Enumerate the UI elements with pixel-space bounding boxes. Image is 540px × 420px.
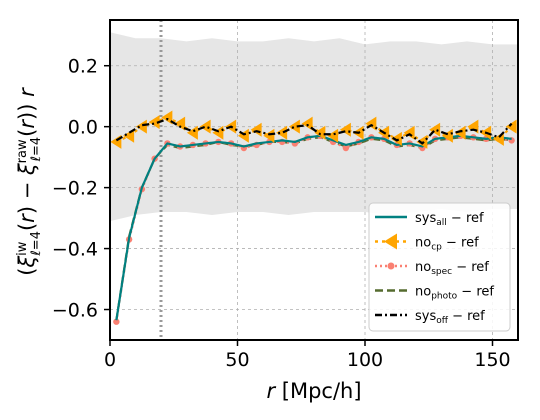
x-axis-label: r [Mpc/h]	[266, 379, 361, 403]
series-point	[250, 122, 262, 137]
series-point	[365, 116, 377, 131]
series-point	[441, 128, 453, 143]
y-tick-label: −0.2	[52, 178, 98, 200]
x-tick-label: 0	[104, 349, 116, 371]
legend-label: nocp − ref	[415, 236, 479, 253]
y-tick-label: −0.6	[52, 300, 98, 322]
legend-box	[368, 202, 511, 332]
y-axis-label: (ξiwℓ=4(r) − ξrawℓ=4(r)) r	[15, 87, 44, 276]
x-tick-label: 100	[347, 349, 383, 371]
legend-marker	[387, 262, 395, 270]
legend-label: sysoff − ref	[415, 309, 485, 326]
series-point	[113, 318, 120, 325]
series-point	[186, 125, 198, 140]
legend-label: nophoto − ref	[415, 285, 494, 302]
series-point	[327, 128, 339, 143]
series-point	[276, 125, 288, 140]
plot-frame	[109, 19, 519, 341]
series-point	[148, 115, 160, 130]
series-point	[288, 119, 300, 134]
series-point	[161, 110, 173, 125]
legend: sysall − ref nocp − ref nospec − ref nophot…	[368, 202, 511, 332]
x-tick-label: 50	[225, 349, 249, 371]
series-point	[212, 125, 224, 140]
series-point	[342, 144, 350, 152]
series-layer	[110, 110, 517, 325]
series-point	[454, 125, 466, 140]
y-tick-label: 0.0	[68, 117, 98, 139]
series-point	[301, 116, 313, 131]
series-point	[505, 119, 517, 134]
series-line	[115, 117, 513, 145]
series-point	[135, 119, 147, 134]
series-point	[263, 128, 275, 143]
series-point	[339, 122, 351, 137]
legend-label: sysall − ref	[415, 211, 484, 228]
y-tick-label: 0.2	[68, 56, 98, 78]
x-tick-label: 150	[474, 349, 510, 371]
series-point	[199, 119, 211, 134]
legend-label: nospec − ref	[415, 260, 489, 277]
series-point	[403, 125, 415, 140]
legend-marker	[384, 233, 397, 250]
series-point	[237, 128, 249, 143]
y-tick-label: −0.4	[52, 239, 98, 261]
series-point	[174, 116, 186, 131]
tick-layer: 0 50 100 150 0.2 0.0 −0.2 −0.4 −0.6	[52, 56, 511, 371]
series-point	[429, 122, 441, 137]
